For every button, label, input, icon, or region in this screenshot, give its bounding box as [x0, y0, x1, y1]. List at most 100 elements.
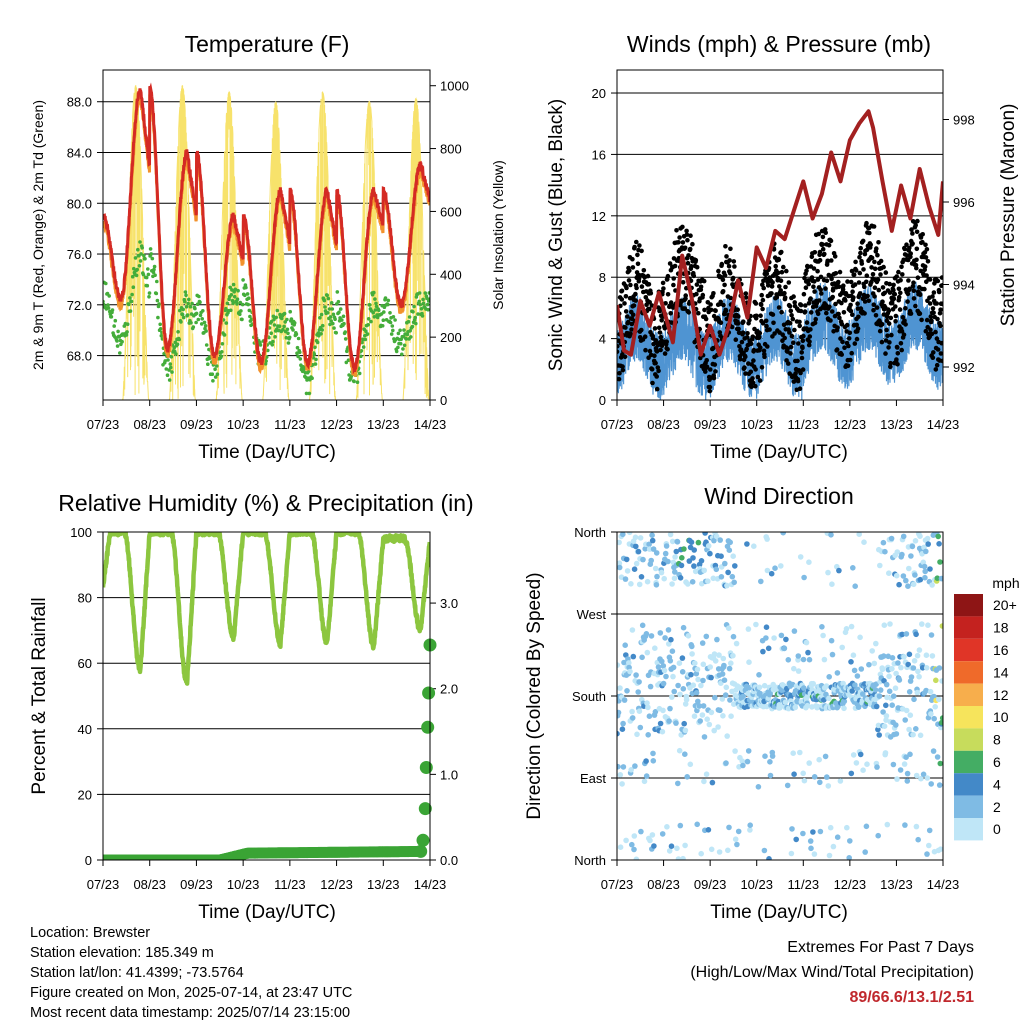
direction-point: [705, 578, 711, 584]
gust-point: [920, 239, 925, 245]
dewpoint-point: [166, 358, 170, 362]
gust-point: [888, 364, 893, 370]
direction-point: [850, 565, 856, 571]
winds-ylabel-right: Station Pressure (Maroon): [998, 104, 1019, 327]
y-tick-label: 100: [70, 525, 92, 540]
direction-point: [643, 631, 650, 637]
dewpoint-point: [411, 310, 415, 314]
direction-point: [911, 696, 917, 703]
direction-point: [875, 832, 881, 839]
gust-point: [626, 278, 632, 283]
dewpoint-point: [331, 321, 335, 326]
gust-point: [848, 308, 854, 314]
gust-point: [884, 327, 889, 333]
gust-point: [910, 231, 915, 236]
dewpoint-point: [313, 362, 318, 366]
gust-point: [744, 346, 749, 352]
direction-point: [669, 648, 676, 654]
gust-point: [658, 334, 664, 340]
dewpoint-point: [194, 311, 199, 316]
direction-point: [778, 563, 784, 569]
direction-point: [678, 562, 685, 569]
direction-point: [795, 668, 802, 674]
direction-point: [900, 533, 907, 540]
gust-point: [633, 298, 638, 303]
gust-point: [764, 271, 770, 277]
dewpoint-point: [295, 351, 299, 356]
direction-point: [919, 665, 926, 671]
gust-point: [797, 323, 802, 329]
dewpoint-point: [425, 302, 430, 307]
gust-point: [667, 261, 673, 266]
direction-point: [650, 750, 656, 757]
gust-point: [724, 254, 729, 259]
direction-point: [858, 666, 865, 672]
dewpoint-point: [138, 259, 143, 263]
gust-point: [878, 272, 883, 277]
dewpoint-point: [359, 349, 364, 353]
direction-point: [857, 634, 863, 641]
direction-point: [629, 715, 636, 721]
gust-point: [748, 369, 754, 375]
dewpoint-point: [404, 337, 409, 341]
direction-point: [930, 748, 937, 754]
gust-point: [869, 255, 875, 261]
gust-point: [887, 290, 893, 295]
gust-point: [808, 327, 813, 332]
gust-point: [668, 311, 673, 316]
dewpoint-point: [386, 298, 391, 303]
direction-point: [662, 635, 668, 641]
dewpoint-point: [202, 320, 207, 325]
dewpoint-point: [336, 299, 341, 304]
rainfall-point: [416, 833, 430, 847]
gust-point: [680, 280, 686, 285]
direction-point: [896, 581, 902, 588]
direction-point: [907, 712, 914, 718]
gust-point: [850, 289, 855, 295]
direction-point: [701, 567, 707, 574]
gust-point: [694, 282, 700, 287]
direction-point: [856, 532, 862, 537]
gust-point: [914, 265, 919, 271]
gust-point: [663, 301, 668, 306]
dewpoint-point: [285, 327, 290, 332]
gust-point: [857, 270, 863, 276]
gust-point: [703, 316, 709, 322]
gust-point: [829, 258, 834, 263]
direction-point: [782, 699, 789, 705]
dewpoint-point: [225, 301, 230, 306]
dewpoint-point: [272, 323, 277, 327]
gust-point: [930, 355, 936, 361]
gust-point: [656, 325, 662, 331]
gust-point: [704, 364, 710, 370]
direction-point: [840, 680, 846, 687]
gust-point: [887, 340, 892, 345]
dewpoint-point: [124, 333, 129, 337]
direction-point: [724, 733, 730, 739]
direction-point: [764, 703, 770, 710]
direction-point: [624, 688, 630, 694]
direction-point: [706, 721, 713, 728]
dewpoint-point: [152, 264, 157, 269]
gust-point: [730, 275, 736, 281]
direction-point: [688, 671, 694, 678]
direction-point: [935, 533, 941, 540]
y-tick-label: 80: [78, 591, 92, 606]
direction-point: [632, 763, 638, 769]
dewpoint-point: [137, 264, 142, 268]
direction-point: [800, 830, 806, 837]
x-tick-label: 07/23: [87, 877, 120, 892]
x-tick-label: 07/23: [87, 417, 120, 432]
direction-point: [939, 623, 943, 629]
direction-point: [662, 550, 669, 557]
gust-point: [932, 281, 937, 286]
dewpoint-point: [110, 308, 115, 312]
gust-point: [851, 272, 857, 278]
gust-point: [712, 362, 718, 367]
dewpoint-point: [187, 297, 191, 302]
direction-point: [721, 662, 727, 669]
dewpoint-point: [146, 267, 150, 271]
gust-point: [902, 246, 908, 252]
dewpoint-point: [381, 318, 386, 323]
direction-point: [696, 703, 703, 709]
